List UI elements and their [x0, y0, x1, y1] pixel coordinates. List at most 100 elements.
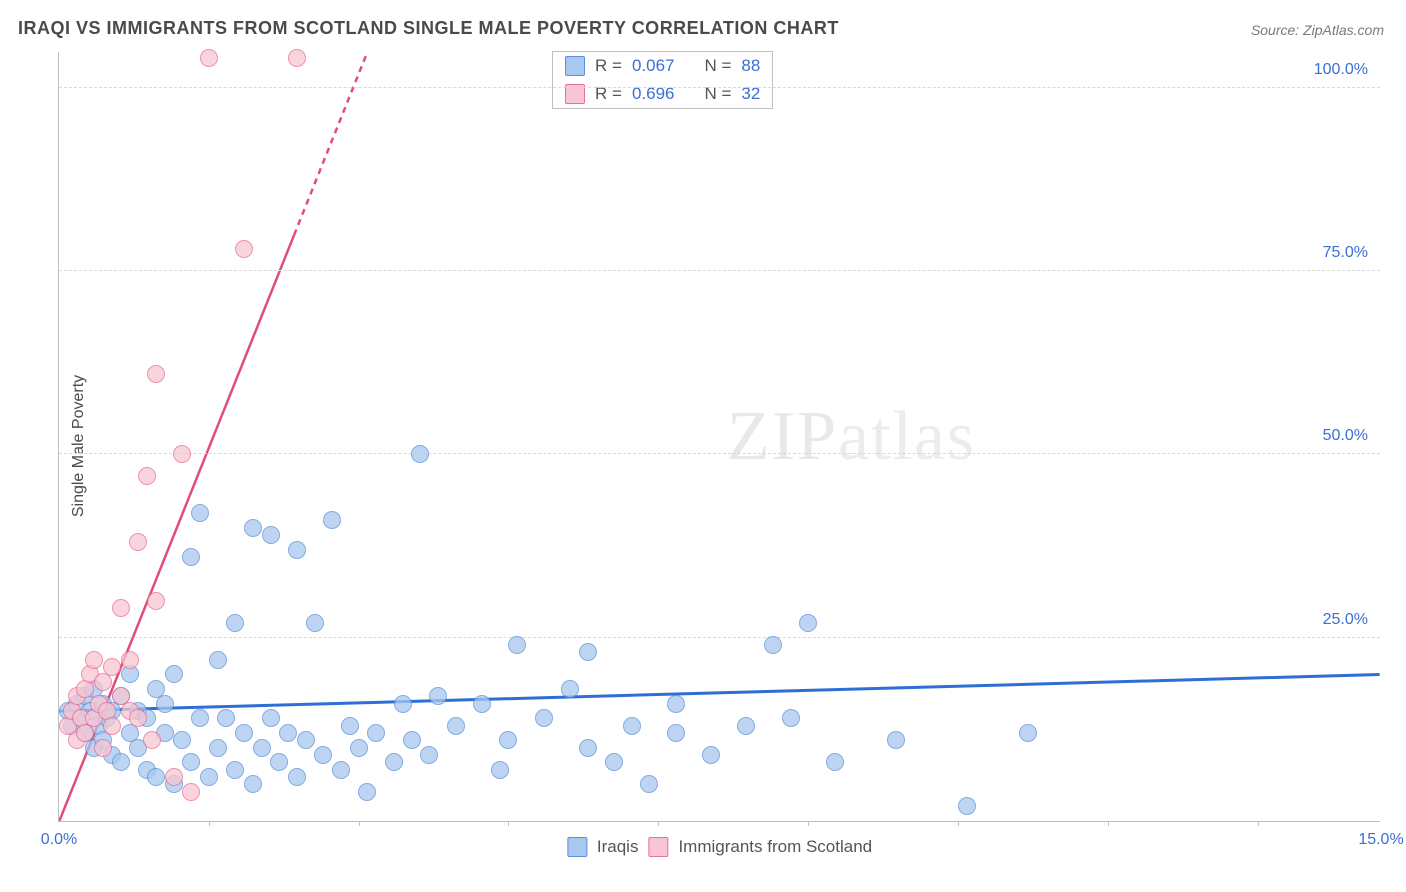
scatter-point — [667, 724, 685, 742]
x-minor-tick — [958, 821, 959, 826]
scatter-point — [253, 739, 271, 757]
x-tick-label: 0.0% — [41, 831, 77, 849]
legend-swatch — [565, 56, 585, 76]
scatter-point — [288, 768, 306, 786]
scatter-point — [420, 746, 438, 764]
x-tick-label: 15.0% — [1358, 831, 1403, 849]
scatter-point — [385, 753, 403, 771]
scatter-point — [341, 717, 359, 735]
x-minor-tick — [658, 821, 659, 826]
scatter-point — [826, 753, 844, 771]
trend-lines — [59, 52, 1380, 821]
scatter-point — [288, 541, 306, 559]
scatter-point — [147, 768, 165, 786]
scatter-point — [411, 445, 429, 463]
watermark-light: atlas — [838, 398, 976, 475]
x-minor-tick — [508, 821, 509, 826]
x-minor-tick — [209, 821, 210, 826]
x-minor-tick — [359, 821, 360, 826]
scatter-point — [182, 783, 200, 801]
legend-stats: R =0.067N =88R =0.696N =32 — [552, 51, 773, 109]
scatter-point — [1019, 724, 1037, 742]
scatter-point — [147, 365, 165, 383]
scatter-point — [579, 643, 597, 661]
scatter-point — [605, 753, 623, 771]
scatter-point — [429, 687, 447, 705]
scatter-point — [94, 739, 112, 757]
x-minor-tick — [1258, 821, 1259, 826]
scatter-point — [640, 775, 658, 793]
r-label: R = — [595, 56, 622, 76]
scatter-point — [182, 548, 200, 566]
scatter-point — [262, 709, 280, 727]
scatter-point — [367, 724, 385, 742]
legend-swatch — [648, 837, 668, 857]
scatter-point — [143, 731, 161, 749]
scatter-point — [394, 695, 412, 713]
gridline-h — [59, 637, 1380, 638]
watermark: ZIPatlas — [727, 397, 976, 477]
scatter-point — [200, 768, 218, 786]
scatter-point — [182, 753, 200, 771]
scatter-point — [112, 599, 130, 617]
scatter-point — [103, 717, 121, 735]
scatter-point — [209, 739, 227, 757]
scatter-point — [147, 592, 165, 610]
scatter-point — [323, 511, 341, 529]
scatter-point — [473, 695, 491, 713]
n-label: N = — [704, 56, 731, 76]
scatter-point — [244, 519, 262, 537]
scatter-point — [209, 651, 227, 669]
scatter-point — [958, 797, 976, 815]
watermark-bold: ZIP — [727, 398, 838, 475]
r-value: 0.067 — [632, 56, 675, 76]
scatter-point — [332, 761, 350, 779]
scatter-point — [288, 49, 306, 67]
legend-stat-row: R =0.696N =32 — [553, 80, 772, 108]
scatter-point — [799, 614, 817, 632]
legend-series-label: Iraqis — [597, 837, 639, 857]
scatter-point — [200, 49, 218, 67]
scatter-point — [764, 636, 782, 654]
scatter-point — [191, 709, 209, 727]
scatter-point — [138, 467, 156, 485]
scatter-point — [165, 768, 183, 786]
scatter-point — [226, 761, 244, 779]
y-tick-label: 100.0% — [1314, 61, 1374, 79]
legend-stat-row: R =0.067N =88 — [553, 52, 772, 80]
plot-area: ZIPatlas R =0.067N =88R =0.696N =32 Iraq… — [58, 52, 1380, 822]
gridline-h — [59, 87, 1380, 88]
scatter-point — [623, 717, 641, 735]
scatter-point — [702, 746, 720, 764]
scatter-point — [129, 709, 147, 727]
scatter-point — [270, 753, 288, 771]
scatter-point — [667, 695, 685, 713]
scatter-point — [297, 731, 315, 749]
scatter-point — [129, 533, 147, 551]
legend-swatch — [567, 837, 587, 857]
scatter-point — [173, 445, 191, 463]
x-minor-tick — [808, 821, 809, 826]
gridline-h — [59, 453, 1380, 454]
scatter-point — [217, 709, 235, 727]
scatter-point — [561, 680, 579, 698]
x-minor-tick — [1108, 821, 1109, 826]
scatter-point — [508, 636, 526, 654]
legend-series: IraqisImmigrants from Scotland — [567, 837, 872, 857]
scatter-point — [447, 717, 465, 735]
y-tick-label: 75.0% — [1323, 244, 1374, 262]
scatter-point — [579, 739, 597, 757]
scatter-point — [279, 724, 297, 742]
scatter-point — [350, 739, 368, 757]
scatter-point — [887, 731, 905, 749]
scatter-point — [244, 775, 262, 793]
scatter-point — [191, 504, 209, 522]
scatter-point — [403, 731, 421, 749]
scatter-point — [535, 709, 553, 727]
scatter-point — [737, 717, 755, 735]
scatter-point — [165, 665, 183, 683]
scatter-point — [358, 783, 376, 801]
scatter-point — [85, 651, 103, 669]
source-label: Source: ZipAtlas.com — [1251, 22, 1384, 38]
chart-title: IRAQI VS IMMIGRANTS FROM SCOTLAND SINGLE… — [18, 18, 839, 39]
